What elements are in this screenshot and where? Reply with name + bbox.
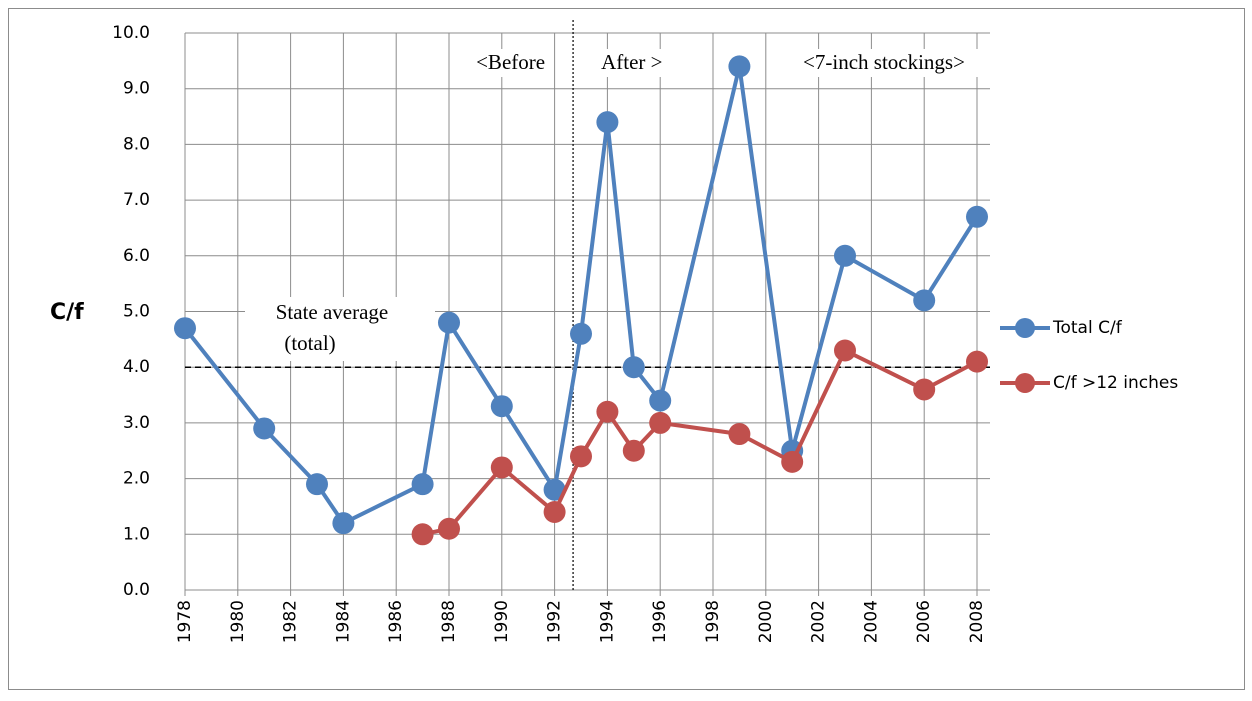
state-average-label: (total) — [284, 331, 335, 355]
point — [781, 450, 804, 473]
x-tick-label: 1986 — [386, 600, 406, 643]
y-tick-label: 2.0 — [123, 469, 150, 489]
point — [332, 512, 355, 535]
point — [834, 339, 856, 362]
y-axis-label: C/f — [50, 300, 84, 325]
point — [570, 445, 592, 468]
y-tick-label: 8.0 — [123, 134, 150, 154]
x-tick-label: 1996 — [650, 600, 670, 643]
x-tick-label: 1984 — [333, 600, 353, 643]
x-tick-label: 1990 — [492, 600, 512, 643]
label-bg — [450, 49, 548, 77]
after-label: After > — [601, 50, 662, 74]
point — [411, 473, 434, 496]
point — [570, 322, 592, 345]
point — [649, 411, 672, 434]
y-tick-label: 7.0 — [123, 190, 150, 210]
x-tick-label: 2000 — [756, 600, 776, 643]
before-label: <Before — [476, 50, 545, 74]
point — [411, 523, 434, 546]
legend-marker — [1015, 373, 1035, 393]
point — [622, 439, 645, 462]
point — [438, 517, 460, 540]
state-average-label: State average — [276, 300, 389, 324]
stockings-label: <7-inch stockings> — [803, 50, 965, 74]
x-tick-label: 2002 — [809, 600, 829, 643]
point — [913, 289, 936, 312]
point — [306, 473, 328, 496]
point — [174, 317, 196, 340]
label-bg — [775, 49, 993, 77]
point — [543, 478, 566, 501]
point — [490, 395, 513, 418]
y-tick-label: 1.0 — [123, 524, 150, 544]
point — [913, 378, 936, 401]
legend-marker — [1015, 318, 1035, 338]
x-tick-label: 2006 — [914, 600, 934, 643]
x-tick-label: 1978 — [175, 600, 195, 643]
point — [596, 400, 619, 423]
chart-border — [8, 8, 1245, 690]
point — [622, 356, 645, 379]
point — [253, 417, 276, 440]
point — [728, 55, 751, 78]
y-tick-label: 4.0 — [123, 357, 150, 377]
label-bg — [594, 49, 684, 77]
y-tick-label: 5.0 — [123, 302, 150, 322]
point — [834, 244, 856, 267]
x-tick-label: 1988 — [439, 600, 459, 643]
legend-label: C/f >12 inches — [1053, 373, 1178, 393]
legend-label: Total C/f — [1052, 318, 1123, 338]
point — [438, 311, 460, 334]
x-tick-label: 2004 — [861, 600, 881, 643]
y-tick-label: 10.0 — [112, 23, 150, 43]
y-tick-label: 0.0 — [123, 580, 150, 600]
x-tick-label: 1982 — [281, 600, 301, 643]
point — [543, 501, 566, 524]
point — [649, 389, 672, 412]
x-tick-label: 2008 — [967, 600, 987, 643]
x-tick-label: 1992 — [545, 600, 565, 643]
point — [490, 456, 513, 479]
label-bg — [245, 297, 435, 361]
x-tick-label: 1994 — [597, 600, 617, 643]
point — [728, 423, 751, 446]
x-tick-label: 1980 — [228, 600, 248, 643]
y-tick-label: 3.0 — [123, 413, 150, 433]
point — [966, 350, 988, 373]
x-tick-label: 1998 — [703, 600, 723, 643]
point — [966, 205, 988, 228]
y-tick-label: 6.0 — [123, 246, 150, 266]
point — [596, 111, 619, 134]
y-tick-label: 9.0 — [123, 79, 150, 99]
